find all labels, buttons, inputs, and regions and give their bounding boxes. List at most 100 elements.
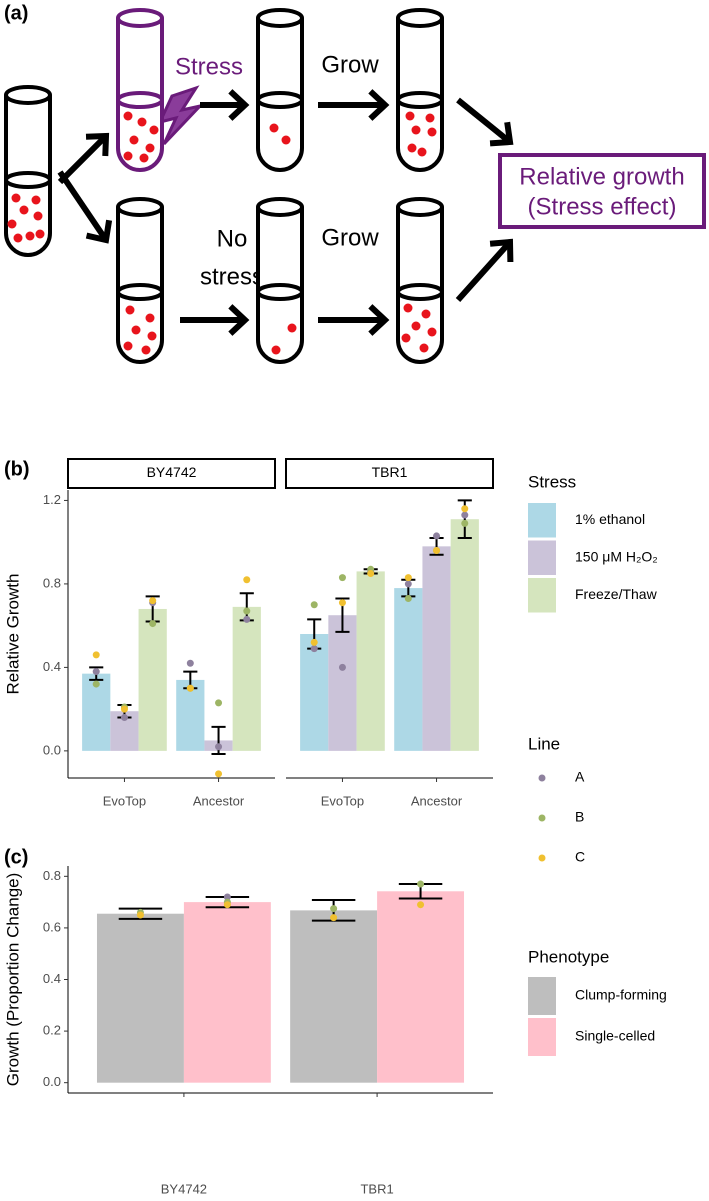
line-point [433, 532, 441, 540]
cell-dot [271, 345, 281, 355]
x-tick-label: Ancestor [193, 793, 245, 808]
line-point [149, 597, 157, 605]
line-point [186, 659, 194, 667]
y-tick-label: 0.4 [43, 971, 61, 986]
arrow-head [85, 132, 110, 157]
panel-label: (a) [4, 2, 28, 24]
legend-label: 1% ethanol [575, 511, 645, 527]
cell-dot [425, 113, 435, 123]
tube-rim [116, 197, 164, 217]
arrow-head [368, 89, 390, 121]
stress-label: Stress [175, 53, 243, 80]
legend-title: Phenotype [528, 947, 609, 966]
x-tick-label: EvoTop [321, 793, 364, 808]
cell-dot [139, 153, 149, 163]
x-tick-label: EvoTop [103, 793, 146, 808]
legend-label: C [575, 849, 585, 865]
line-point [330, 905, 338, 913]
line-point [149, 620, 157, 628]
cell-dot [411, 321, 421, 331]
cell-dot [145, 143, 155, 153]
cell-dot [123, 111, 133, 121]
facet-label: TBR1 [372, 464, 408, 480]
diagram: Stress Grow No stress Grow Relative grow… [4, 8, 706, 364]
y-tick-label: 0.4 [43, 659, 61, 674]
line-point [120, 705, 128, 713]
cell-dot [123, 151, 133, 161]
tube-liquid [256, 91, 304, 109]
y-tick-label: 0.2 [43, 1023, 61, 1038]
result-label: Relative growth [519, 163, 684, 190]
cell-dot [13, 233, 23, 243]
arrow [456, 97, 512, 145]
tube-liquid [256, 283, 304, 301]
cell-dot [147, 331, 157, 341]
legend-label: 150 μM H₂O₂ [575, 548, 658, 564]
line-point [92, 680, 100, 688]
line-point [92, 651, 100, 659]
line-point [223, 893, 231, 901]
arrow-head [489, 121, 514, 147]
cell-dot [427, 327, 437, 337]
cell-dot [11, 193, 21, 203]
line-point [243, 615, 251, 623]
tube-liquid [116, 283, 164, 301]
tube-rim [396, 8, 444, 28]
line-point [367, 569, 375, 577]
line-point [310, 638, 318, 646]
y-tick-label: 0.0 [43, 1074, 61, 1089]
y-tick-label: 0.8 [43, 575, 61, 590]
cell-dot [427, 127, 437, 137]
result-label: (Stress effect) [528, 193, 677, 220]
line-point [404, 580, 412, 588]
cell-dot [411, 125, 421, 135]
cell-dot [421, 309, 431, 319]
line-point [417, 901, 425, 909]
facet-strip [285, 458, 494, 489]
bar [96, 913, 184, 1083]
grow-label: Grow [321, 224, 379, 251]
x-tick-label: Ancestor [411, 793, 463, 808]
line-point [338, 574, 346, 582]
legend-key [528, 503, 556, 538]
legend-label: Single-celled [575, 1028, 655, 1044]
tube-rim [396, 197, 444, 217]
tube-liquid [4, 171, 52, 189]
cell-dot [417, 147, 427, 157]
x-tick-label: BY4742 [161, 1181, 207, 1196]
arrow [455, 239, 513, 303]
arrow-head [228, 89, 250, 121]
legend-key [528, 578, 556, 613]
arrow [57, 133, 109, 185]
result-box [498, 153, 706, 229]
y-axis-label: Relative Growth [3, 574, 22, 695]
line-point [461, 505, 469, 513]
tube-liquid [396, 91, 444, 109]
bar [377, 891, 465, 1083]
arrow [57, 170, 109, 242]
legend-key [528, 977, 556, 1015]
tube-rim [256, 197, 304, 217]
facet-label: BY4742 [147, 464, 197, 480]
cell-dot [19, 205, 29, 215]
panel-label: (b) [4, 458, 30, 480]
y-tick-label: 0.8 [43, 868, 61, 883]
legend-key [528, 1018, 556, 1056]
line-point [243, 607, 251, 615]
cell-dot [7, 219, 17, 229]
cell-dot [405, 111, 415, 121]
bar [290, 910, 378, 1083]
line-point [215, 699, 223, 707]
tube-liquid [396, 283, 444, 301]
cell-dot [287, 323, 297, 333]
line-point [404, 574, 412, 582]
cell-dot [129, 135, 139, 145]
line-point [461, 511, 469, 519]
line-point [338, 663, 346, 671]
line-point [136, 911, 144, 919]
line-point [461, 519, 469, 527]
legend-key [528, 540, 556, 575]
line-point [404, 595, 412, 603]
cell-dot [281, 135, 291, 145]
legend-point [538, 774, 546, 782]
